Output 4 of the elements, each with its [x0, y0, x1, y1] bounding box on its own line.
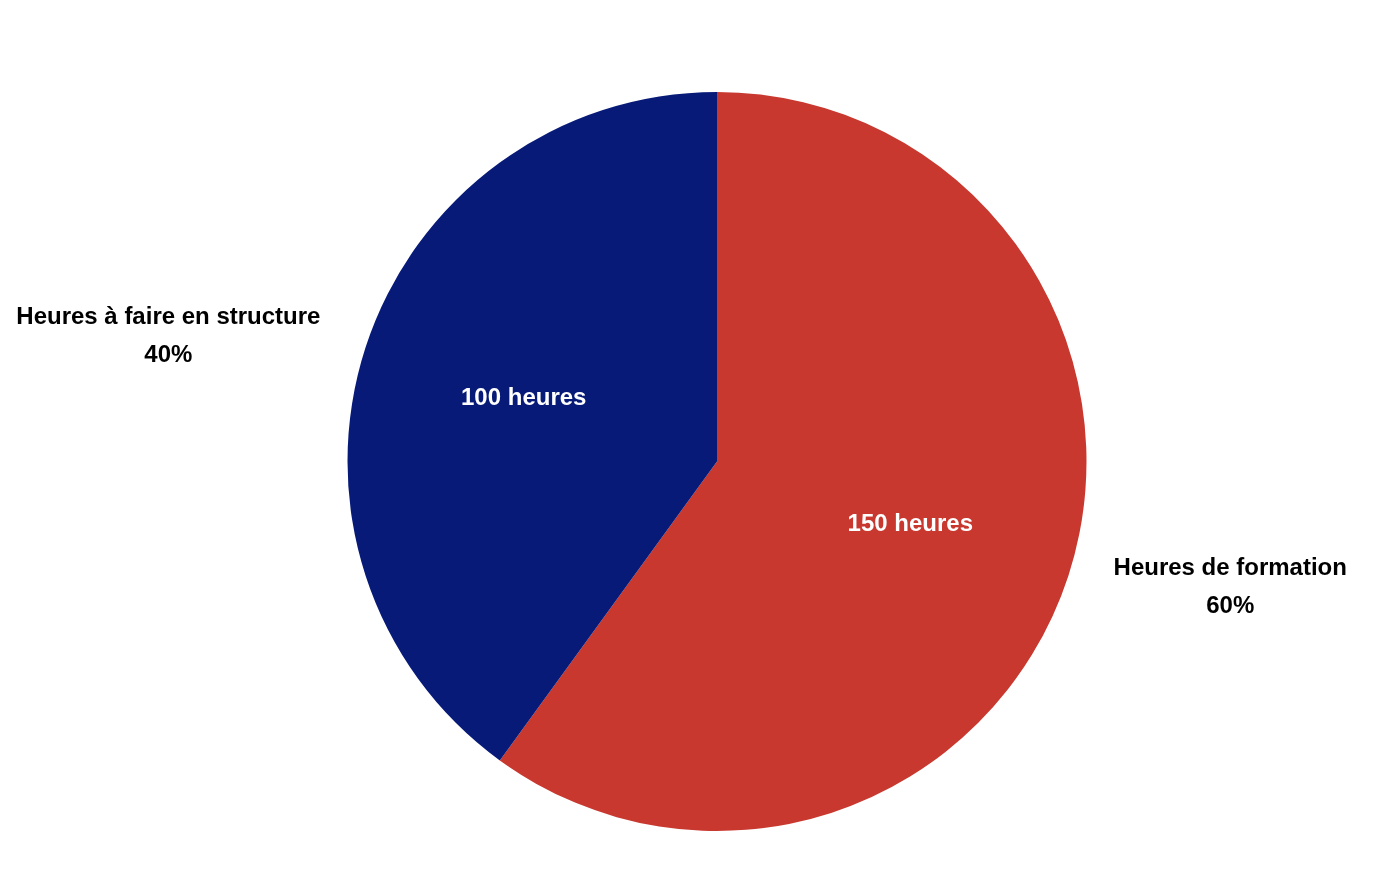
slice-label: Heures à faire en structure 40%: [16, 301, 321, 367]
data-label: 150 heures: [847, 508, 973, 536]
slice-label: Heures de formation 60%: [1113, 552, 1347, 618]
data-label: 100 heures: [461, 383, 587, 411]
